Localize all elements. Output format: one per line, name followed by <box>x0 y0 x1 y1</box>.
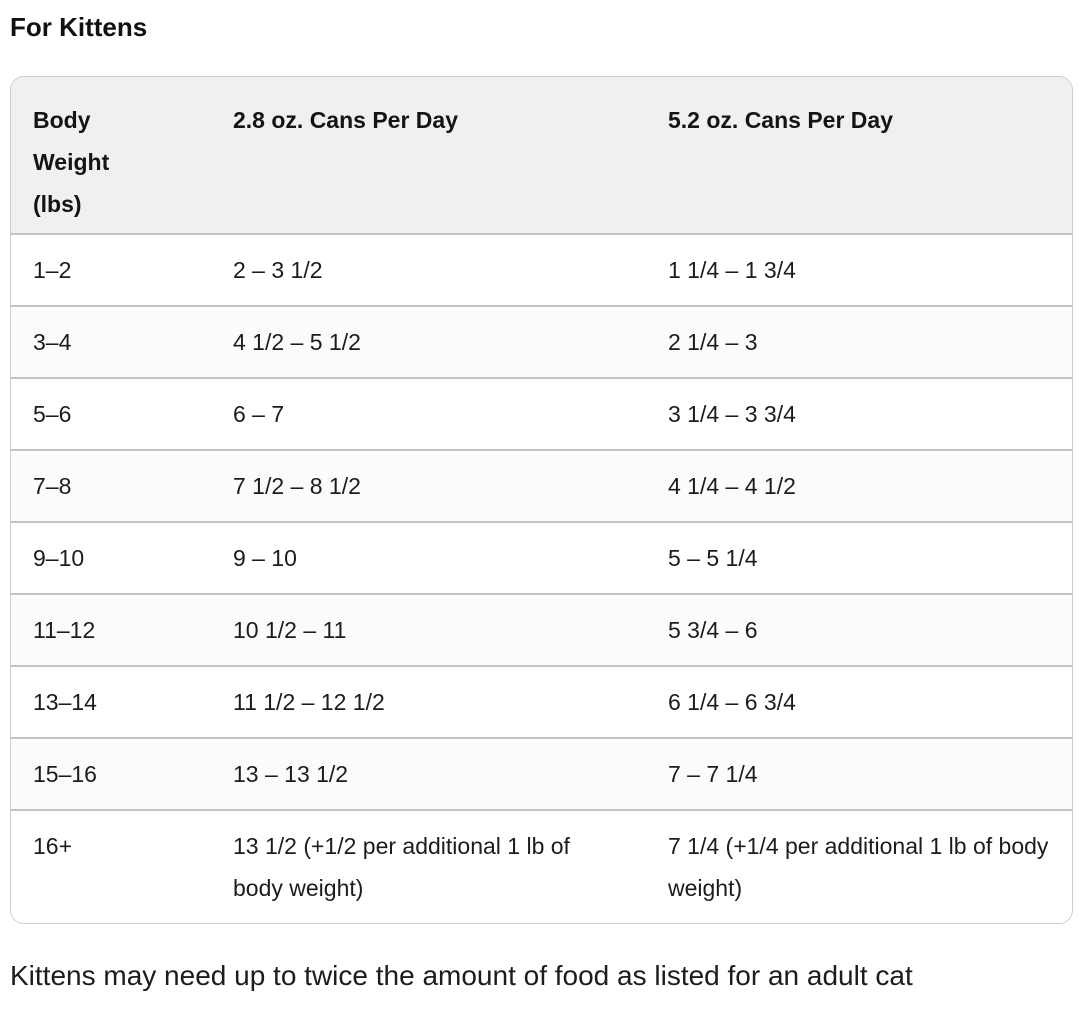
cell-5-2oz: 4 1/4 – 4 1/2 <box>646 449 1072 522</box>
cell-5-2oz: 1 1/4 – 1 3/4 <box>646 233 1072 306</box>
cell-weight: 5–6 <box>11 377 211 450</box>
table-row: 5–6 6 – 7 3 1/4 – 3 3/4 <box>11 377 1072 450</box>
cell-2-8oz: 2 – 3 1/2 <box>211 233 646 306</box>
table-row: 11–12 10 1/2 – 11 5 3/4 – 6 <box>11 593 1072 666</box>
cell-weight: 15–16 <box>11 737 211 810</box>
section-title: For Kittens <box>10 12 148 42</box>
header-body-weight: Body Weight (lbs) <box>11 77 211 234</box>
cell-5-2oz: 7 – 7 1/4 <box>646 737 1072 810</box>
cell-weight: 13–14 <box>11 665 211 738</box>
cell-5-2oz: 7 1/4 (+1/4 per additional 1 lb of body … <box>646 809 1072 923</box>
cell-weight: 16+ <box>11 809 211 923</box>
feeding-table: Body Weight (lbs) 2.8 oz. Cans Per Day 5… <box>11 77 1072 923</box>
table-row: 9–10 9 – 10 5 – 5 1/4 <box>11 521 1072 594</box>
cell-5-2oz: 5 – 5 1/4 <box>646 521 1072 594</box>
table-row: 1–2 2 – 3 1/2 1 1/4 – 1 3/4 <box>11 233 1072 306</box>
cell-weight: 3–4 <box>11 305 211 378</box>
cell-2-8oz: 7 1/2 – 8 1/2 <box>211 449 646 522</box>
cell-2-8oz: 13 – 13 1/2 <box>211 737 646 810</box>
cell-2-8oz: 13 1/2 (+1/2 per additional 1 lb of body… <box>211 809 646 923</box>
table-header: Body Weight (lbs) 2.8 oz. Cans Per Day 5… <box>11 77 1072 234</box>
cell-2-8oz: 10 1/2 – 11 <box>211 593 646 666</box>
table-row: 15–16 13 – 13 1/2 7 – 7 1/4 <box>11 737 1072 810</box>
cell-2-8oz: 11 1/2 – 12 1/2 <box>211 665 646 738</box>
cell-5-2oz: 2 1/4 – 3 <box>646 305 1072 378</box>
cell-5-2oz: 5 3/4 – 6 <box>646 593 1072 666</box>
cell-2-8oz: 4 1/2 – 5 1/2 <box>211 305 646 378</box>
cell-weight: 9–10 <box>11 521 211 594</box>
cell-5-2oz: 6 1/4 – 6 3/4 <box>646 665 1072 738</box>
table-row: 7–8 7 1/2 – 8 1/2 4 1/4 – 4 1/2 <box>11 449 1072 522</box>
feeding-table-card: Body Weight (lbs) 2.8 oz. Cans Per Day 5… <box>10 76 1073 924</box>
header-body-weight-label: Body Weight (lbs) <box>33 107 110 217</box>
cell-2-8oz: 6 – 7 <box>211 377 646 450</box>
header-row: Body Weight (lbs) 2.8 oz. Cans Per Day 5… <box>11 77 1072 234</box>
cell-weight: 1–2 <box>11 233 211 306</box>
table-row: 3–4 4 1/2 – 5 1/2 2 1/4 – 3 <box>11 305 1072 378</box>
table-row: 16+ 13 1/2 (+1/2 per additional 1 lb of … <box>11 809 1072 923</box>
table-row: 13–14 11 1/2 – 12 1/2 6 1/4 – 6 3/4 <box>11 665 1072 738</box>
cell-weight: 11–12 <box>11 593 211 666</box>
cell-5-2oz: 3 1/4 – 3 3/4 <box>646 377 1072 450</box>
cell-weight: 7–8 <box>11 449 211 522</box>
kitten-feeding-note: Kittens may need up to twice the amount … <box>10 960 913 991</box>
cell-2-8oz: 9 – 10 <box>211 521 646 594</box>
header-5-2oz-cans: 5.2 oz. Cans Per Day <box>646 77 1072 234</box>
header-2-8oz-cans: 2.8 oz. Cans Per Day <box>211 77 646 234</box>
table-body: 1–2 2 – 3 1/2 1 1/4 – 1 3/4 3–4 4 1/2 – … <box>11 233 1072 923</box>
